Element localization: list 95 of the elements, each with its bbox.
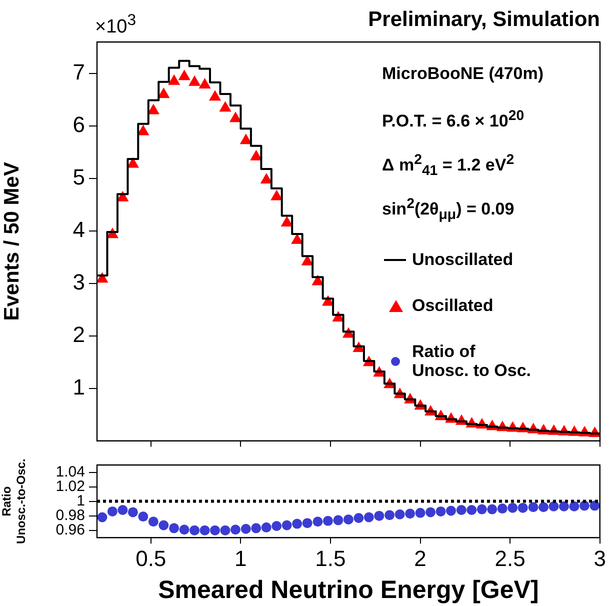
point — [168, 74, 180, 85]
point — [518, 502, 528, 513]
point — [415, 508, 426, 518]
point — [322, 516, 333, 526]
point — [446, 506, 456, 516]
point — [508, 502, 518, 513]
point — [148, 516, 158, 527]
annotation: Δ m$^{2}$$_{41}$ = 1.2 eV$^{2}$ — [382, 152, 514, 180]
y-tick-label: 0.98 — [56, 506, 85, 524]
point — [138, 512, 148, 522]
x-tick-label: 0.5 — [136, 546, 166, 571]
point — [569, 501, 580, 512]
point — [179, 524, 190, 535]
y-tick-label: 1.02 — [56, 478, 85, 495]
x-axis-title: Smeared Neutrino Energy [GeV] — [158, 576, 539, 604]
legend-label: Ratio of Unosc. to Osc. — [412, 342, 532, 380]
point — [548, 501, 559, 512]
chart-title: Preliminary, Simulation — [368, 8, 600, 32]
y-tick-label: 1.04 — [56, 463, 85, 480]
point — [272, 520, 282, 531]
point — [558, 501, 569, 512]
point — [364, 512, 374, 522]
point — [208, 90, 222, 101]
y-axis-title: Events / 50 MeV — [0, 162, 24, 321]
y-tick-label: 5 — [72, 164, 85, 190]
point — [261, 522, 272, 532]
point — [497, 504, 508, 514]
point — [230, 524, 240, 535]
point — [251, 523, 262, 534]
point — [107, 506, 118, 516]
y-tick-label: 7 — [72, 60, 85, 85]
point — [250, 150, 262, 160]
y-tick-label: 1 — [72, 374, 85, 400]
x-tick-label: 2 — [414, 546, 426, 571]
x-tick-label: 3 — [594, 546, 606, 571]
point — [158, 520, 169, 530]
point — [343, 514, 354, 524]
y-tick-label: 4 — [72, 216, 85, 242]
annotation: sin$^{2}$(2θ$_{μμ}$) = 0.09 — [382, 196, 514, 224]
point — [538, 502, 548, 512]
x-tick-label: 2.5 — [494, 546, 526, 571]
point — [219, 101, 232, 112]
point — [302, 518, 312, 528]
point — [405, 508, 416, 519]
point — [354, 513, 364, 523]
point — [240, 524, 251, 534]
y-tick-label: 1 — [76, 492, 85, 510]
point — [590, 500, 600, 511]
point — [456, 505, 466, 516]
point — [220, 525, 230, 536]
point — [436, 506, 446, 516]
point — [282, 520, 292, 530]
point — [137, 124, 150, 136]
point — [158, 87, 170, 98]
point — [374, 510, 384, 521]
y-tick-label: 3 — [72, 269, 85, 294]
y-tick-label: 0.96 — [56, 521, 85, 538]
legend-label: Oscillated — [412, 296, 494, 315]
x-tick-label: 1.5 — [315, 546, 346, 571]
point — [292, 518, 302, 529]
point — [200, 525, 210, 536]
point — [169, 523, 180, 534]
point — [333, 515, 344, 526]
point — [301, 254, 314, 266]
annotation: MicroBooNE (470m) — [382, 64, 544, 84]
point — [210, 525, 220, 536]
y-tick-label: 2 — [72, 322, 85, 347]
text: ×10$^{3}$ — [95, 12, 136, 38]
point — [476, 504, 487, 514]
point — [394, 509, 405, 520]
legend-label: Unoscillated — [412, 250, 514, 269]
x-tick-label: 1 — [234, 546, 247, 571]
y-axis-title: Ratio Unosc.-to-Osc. — [0, 458, 28, 544]
point — [188, 75, 201, 86]
point — [579, 500, 590, 511]
point — [312, 516, 323, 527]
point — [178, 70, 190, 80]
point — [97, 512, 108, 522]
point — [270, 190, 283, 200]
point — [466, 505, 477, 516]
point — [384, 510, 395, 520]
y-tick-label: 6 — [72, 112, 85, 138]
point — [198, 78, 211, 89]
point — [147, 104, 160, 114]
point — [280, 216, 293, 227]
point — [118, 505, 128, 516]
point — [128, 507, 138, 518]
point — [240, 134, 252, 144]
point — [126, 157, 139, 168]
point — [487, 504, 498, 514]
point — [260, 173, 272, 184]
point — [190, 525, 200, 536]
annotation: P.O.T. = 6.6 × 10$^{20}$ — [382, 108, 524, 132]
point — [528, 502, 538, 512]
point — [426, 507, 436, 518]
